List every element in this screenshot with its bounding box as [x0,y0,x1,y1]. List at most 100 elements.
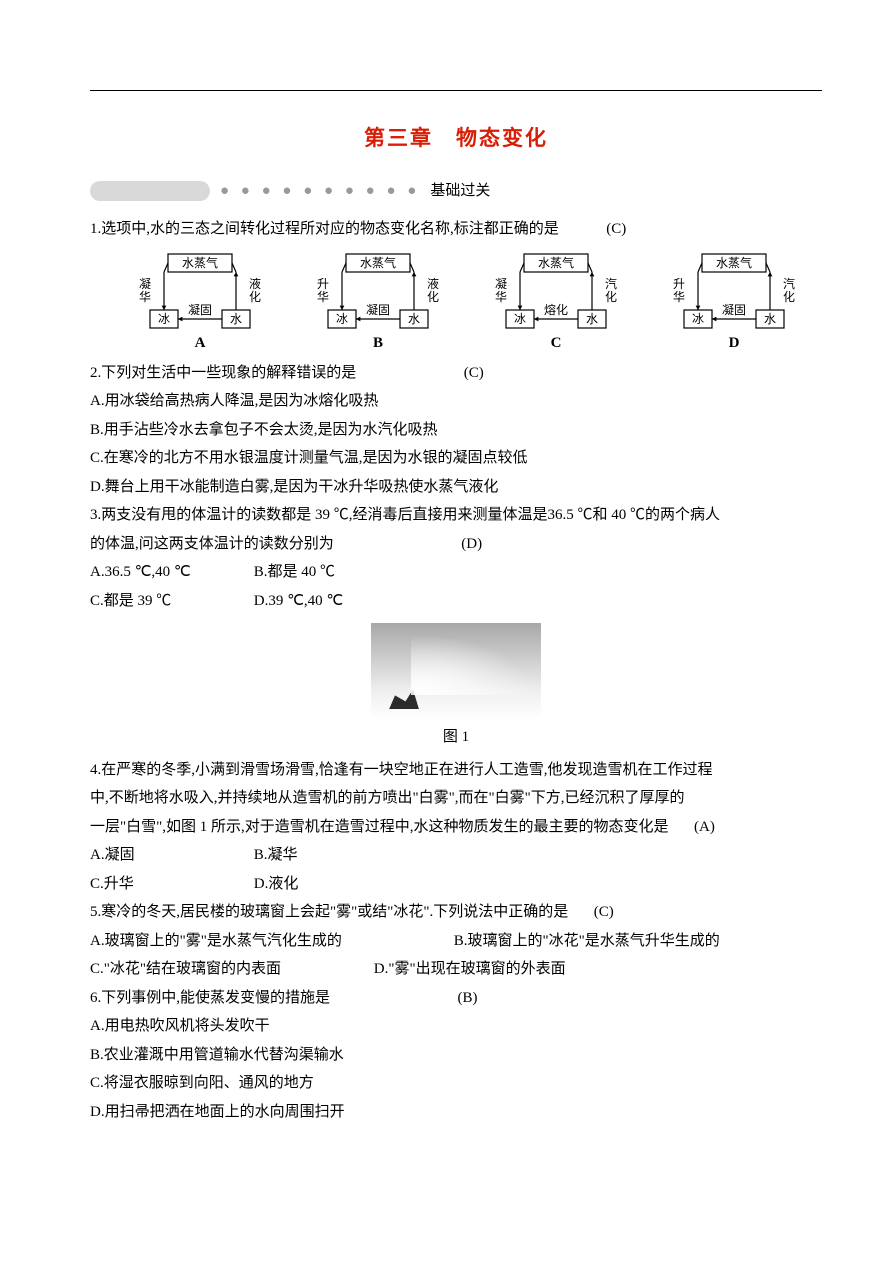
q6-optB: B.农业灌溉中用管道输水代替沟渠输水 [90,1041,822,1070]
q3-stem-line1: 3.两支没有甩的体温计的读数都是 39 ℃,经消毒后直接用来测量体温是36.5 … [90,501,822,530]
diagram-letter: B [308,336,448,351]
state-diagram-svg: 水蒸气冰 水 凝华 汽化熔化 [486,252,626,332]
section-pill [90,181,210,201]
q4-opts-row1: A.凝固 B.凝华 [90,841,822,870]
diagram-bottom-right-label: 水 [586,312,598,326]
q1-text: 1.选项中,水的三态之间转化过程所对应的物态变化名称,标注都正确的是 [90,221,559,237]
q4-text3: 一层"白雪",如图 1 所示,对于造雪机在造雪过程中,水这种物质发生的最主要的物… [90,819,669,835]
q4-stem-line3: 一层"白雪",如图 1 所示,对于造雪机在造雪过程中,水这种物质发生的最主要的物… [90,813,822,842]
diagram-right-label: 液 [427,276,439,291]
diagram-letter: D [664,336,804,351]
section-dots: ● ● ● ● ● ● ● ● ● ● [220,177,420,206]
diagram-mid-label: 熔化 [544,302,568,317]
diagram-right-label: 液 [249,276,261,291]
diagram-mid-label: 凝固 [722,302,746,317]
q3-stem-line2: 的体温,问这两支体温计的读数分别为 (D) [90,530,822,559]
q2-optB: B.用手沾些冷水去拿包子不会太烫,是因为水汽化吸热 [90,416,822,445]
diagram-top-label: 水蒸气 [182,255,218,270]
q5-optD: D."雾"出现在玻璃窗的外表面 [374,955,566,984]
diagram-left-label: 华 [673,290,685,304]
q2-optC: C.在寒冷的北方不用水银温度计测量气温,是因为水银的凝固点较低 [90,444,822,473]
diagram-bottom-left-label: 冰 [158,312,170,326]
q2-answer: (C) [464,365,484,381]
diagram-bottom-left-label: 冰 [514,312,526,326]
diagram-top-label: 水蒸气 [716,255,752,270]
state-diagram-svg: 水蒸气冰 水 升华 液化凝固 [308,252,448,332]
diagram-top-label: 水蒸气 [538,255,574,270]
q3-optC: C.都是 39 ℃ [90,587,250,616]
diagram-left-label: 华 [495,290,507,304]
q4-stem-line2: 中,不断地将水吸入,并持续地从造雪机的前方喷出"白雾",而在"白雾"下方,已经沉… [90,784,822,813]
q5-optA: A.玻璃窗上的"雾"是水蒸气汽化生成的 [90,927,450,956]
q1-answer: (C) [606,221,626,237]
q3-text2: 的体温,问这两支体温计的读数分别为 [90,536,334,552]
q4-answer: (A) [694,819,715,835]
q6-optC: C.将湿衣服晾到向阳、通风的地方 [90,1069,822,1098]
q5-stem: 5.寒冷的冬天,居民楼的玻璃窗上会起"雾"或结"冰花".下列说法中正确的是 (C… [90,898,822,927]
diagram-top-label: 水蒸气 [360,255,396,270]
state-diagram-B: 水蒸气冰 水 升华 液化凝固 B [308,252,448,351]
diagram-mid-label: 凝固 [188,302,212,317]
q2-optA: A.用冰袋给高热病人降温,是因为冰熔化吸热 [90,387,822,416]
q5-text: 5.寒冷的冬天,居民楼的玻璃窗上会起"雾"或结"冰花".下列说法中正确的是 [90,904,568,920]
diagram-left-label: 凝 [139,276,151,291]
q5-opts-row1: A.玻璃窗上的"雾"是水蒸气汽化生成的 B.玻璃窗上的"冰花"是水蒸气升华生成的 [90,927,822,956]
q3-opts-row2: C.都是 39 ℃ D.39 ℃,40 ℃ [90,587,822,616]
section-label: 基础过关 [430,177,490,206]
q5-answer: (C) [594,904,614,920]
figure-1-box: 图 1 [371,623,541,752]
section-bar: ● ● ● ● ● ● ● ● ● ● 基础过关 [90,177,822,206]
q2-stem: 2.下列对生活中一些现象的解释错误的是 (C) [90,359,822,388]
state-diagram-svg: 水蒸气冰 水 凝华 液化凝固 [130,252,270,332]
figure-1-image [371,623,541,719]
q1-stem: 1.选项中,水的三态之间转化过程所对应的物态变化名称,标注都正确的是 (C) [90,215,822,244]
figure-1: 图 1 [90,623,822,752]
diagram-bottom-right-label: 水 [764,312,776,326]
q3-opts-row1: A.36.5 ℃,40 ℃ B.都是 40 ℃ [90,558,822,587]
q2-text: 2.下列对生活中一些现象的解释错误的是 [90,365,356,381]
q3-optA: A.36.5 ℃,40 ℃ [90,558,250,587]
state-diagram-A: 水蒸气冰 水 凝华 液化凝固 A [130,252,270,351]
chapter-title: 第三章 物态变化 [90,119,822,159]
q3-optD: D.39 ℃,40 ℃ [254,587,344,616]
state-diagram-svg: 水蒸气冰 水 升华 汽化凝固 [664,252,804,332]
q4-optC: C.升华 [90,870,250,899]
state-diagram-D: 水蒸气冰 水 升华 汽化凝固 D [664,252,804,351]
q3-optB: B.都是 40 ℃ [254,558,335,587]
diagram-bottom-right-label: 水 [408,312,420,326]
q6-text: 6.下列事例中,能使蒸发变慢的措施是 [90,990,330,1006]
diagram-right-label: 化 [249,290,261,304]
state-diagram-C: 水蒸气冰 水 凝华 汽化熔化 C [486,252,626,351]
q6-optD: D.用扫帚把洒在地面上的水向周围扫开 [90,1098,822,1127]
diagram-right-label: 化 [427,290,439,304]
q4-optD: D.液化 [254,870,299,899]
diagram-right-label: 化 [783,290,795,304]
diagram-left-label: 华 [139,290,151,304]
q3-answer: (D) [461,536,482,552]
top-rule [90,90,822,91]
q4-optA: A.凝固 [90,841,250,870]
diagram-mid-label: 凝固 [366,302,390,317]
diagram-right-label: 汽 [783,276,795,291]
figure-1-caption: 图 1 [371,723,541,752]
q2-optD: D.舞台上用干冰能制造白雾,是因为干冰升华吸热使水蒸气液化 [90,473,822,502]
diagram-left-label: 凝 [495,276,507,291]
diagram-letter: C [486,336,626,351]
q1-diagram-row: 水蒸气冰水凝华液化凝固A水蒸气冰水升华液化凝固B水蒸气冰水凝华汽化熔化C水蒸气冰… [130,252,822,351]
diagram-bottom-left-label: 冰 [692,312,704,326]
q6-stem: 6.下列事例中,能使蒸发变慢的措施是 (B) [90,984,822,1013]
page: 第三章 物态变化 ● ● ● ● ● ● ● ● ● ● 基础过关 1.选项中,… [0,0,892,1186]
diagram-bottom-left-label: 冰 [336,312,348,326]
q5-optB: B.玻璃窗上的"冰花"是水蒸气升华生成的 [454,927,720,956]
diagram-bottom-right-label: 水 [230,312,242,326]
diagram-left-label: 华 [317,290,329,304]
q5-optC: C."冰花"结在玻璃窗的内表面 [90,955,370,984]
diagram-letter: A [130,336,270,351]
q4-stem-line1: 4.在严寒的冬季,小满到滑雪场滑雪,恰逢有一块空地正在进行人工造雪,他发现造雪机… [90,756,822,785]
diagram-left-label: 升 [673,277,685,291]
q4-opts-row2: C.升华 D.液化 [90,870,822,899]
q4-optB: B.凝华 [254,841,298,870]
diagram-right-label: 汽 [605,276,617,291]
diagram-left-label: 升 [317,277,329,291]
diagram-right-label: 化 [605,290,617,304]
